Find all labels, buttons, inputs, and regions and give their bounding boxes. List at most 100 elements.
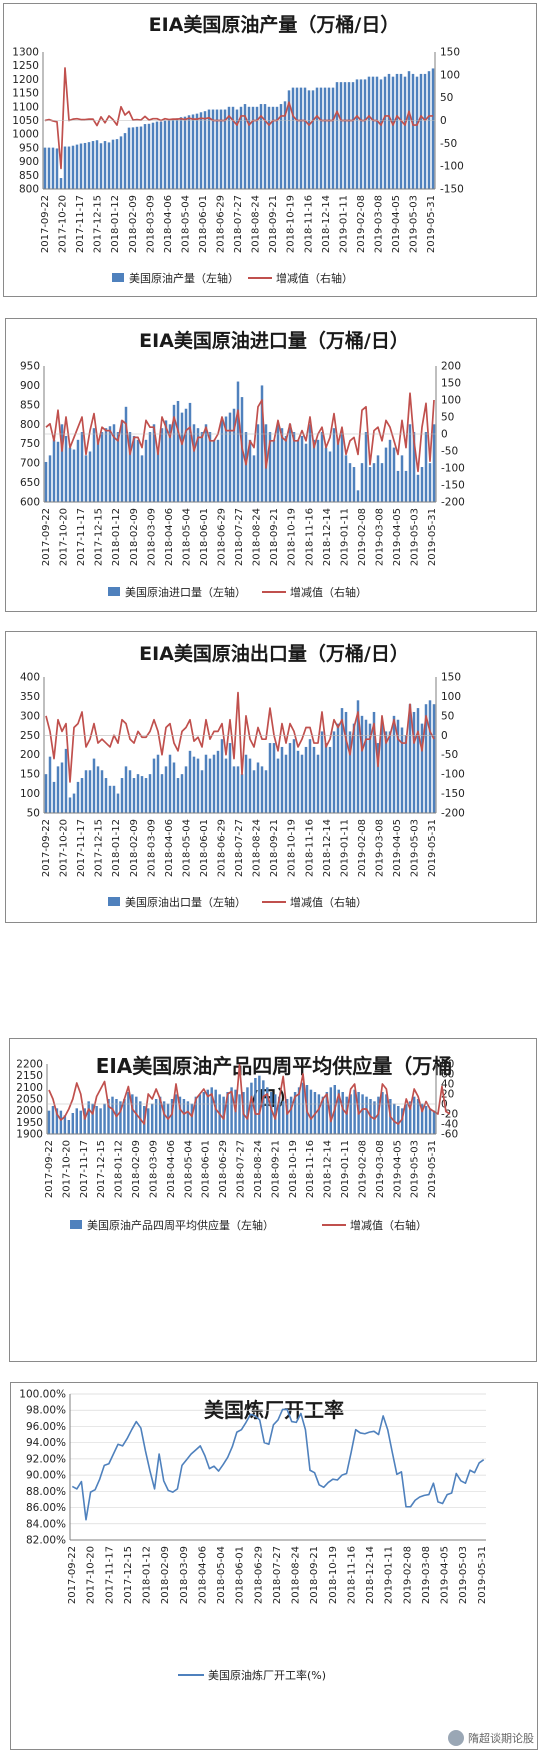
bar [412,1096,416,1134]
bar [315,87,319,189]
bar [131,1094,134,1134]
x-tick-label: 2018-11-16 [304,819,315,877]
bar [128,770,132,813]
x-tick-label: 2019-03-08 [373,195,384,253]
bar [420,467,424,502]
y-tick-label-right: -200 [441,497,465,509]
legend-swatch-bar [108,897,120,906]
bar [64,748,68,813]
x-tick-label: 2018-05-04 [181,508,192,566]
series-line [44,67,433,170]
bar [116,432,120,502]
y-tick-label-left: 2200 [16,1059,43,1071]
bar [274,1094,277,1134]
bar [48,455,52,502]
bar [67,1120,71,1134]
bar [202,1092,206,1134]
x-tick-label: 2017-11-17 [79,1140,90,1198]
bar [365,1096,368,1134]
bar [336,439,340,502]
bar [227,106,231,189]
bar [123,1099,126,1134]
bar [172,404,176,502]
bar [172,762,176,813]
bar [319,87,323,189]
x-tick-label: 2017-09-22 [67,1546,78,1604]
bar [341,1092,344,1134]
bar [381,1092,384,1134]
bar [191,114,195,189]
bar [154,1099,158,1134]
bar [352,467,356,502]
x-tick-label: 2019-05-31 [427,819,438,877]
bar [303,87,307,189]
x-tick-label: 2017-10-20 [59,819,70,877]
bar [220,739,224,813]
bar [332,731,336,813]
bar [411,73,415,189]
bar [108,426,112,502]
bar [345,1096,348,1134]
series-line [48,1064,451,1125]
bar [184,766,188,813]
bar [223,109,227,189]
bar [244,754,248,813]
bar [264,770,268,813]
bar [399,73,403,189]
bar [263,104,267,189]
x-tick-label: 2017-11-17 [76,819,87,877]
bar [391,76,395,189]
bar [168,754,172,813]
bar [214,1089,217,1134]
y-tick-label-left: 90.00% [26,1470,66,1482]
y-tick-label-left: 2050 [16,1094,43,1106]
bar [163,120,167,189]
y-tick-label-left: 1300 [12,47,39,59]
y-tick-label-right: -100 [441,463,465,475]
y-tick-label-right: 40 [441,1079,454,1091]
y-tick-label-left: 84.00% [26,1518,66,1530]
bar [156,754,160,813]
x-tick-label: 2018-04-06 [163,195,174,253]
bar [178,1096,182,1134]
y-tick-label-left: 400 [20,672,40,684]
bar [176,400,180,502]
bar [324,743,328,813]
bar [47,1110,51,1134]
chart-title: EIA美国原油产量（万桶/日） [0,10,548,37]
bar [95,140,99,189]
bar [404,735,408,813]
bar [72,793,76,813]
x-tick-label: 2018-07-27 [234,819,245,877]
bar [380,463,384,502]
bar [228,412,232,502]
bar [182,1099,186,1134]
bar [164,420,168,502]
bar [95,1106,98,1134]
y-tick-label-right: -150 [441,480,465,492]
bar [152,424,156,502]
bar [104,778,108,813]
x-tick-label: 2019-02-08 [357,1140,368,1198]
x-tick-label: 2019-01-11 [384,1546,395,1604]
bar [128,432,132,502]
bar [339,82,343,189]
y-tick-label-right: 50 [440,92,453,104]
y-tick-label-right: -50 [441,446,458,458]
x-tick-label: 2018-02-09 [131,1140,142,1198]
bar [309,1089,313,1134]
bar [75,144,79,189]
bar [207,109,211,189]
bar [100,770,104,813]
bar [408,1101,412,1134]
title-line: EIA美国原油产量（万桶/日） [148,14,400,36]
bar [219,109,223,189]
bar [405,1103,408,1134]
x-tick-label: 2018-08-24 [291,1546,302,1604]
bar [271,106,275,189]
chart-title: EIA美国原油产品四周平均供应量（万桶 /日） [0,1050,548,1114]
bar [238,1094,241,1134]
bar [349,1094,352,1134]
y-tick-label-right: 60 [441,1069,454,1081]
x-tick-label: 2018-06-29 [217,508,228,566]
